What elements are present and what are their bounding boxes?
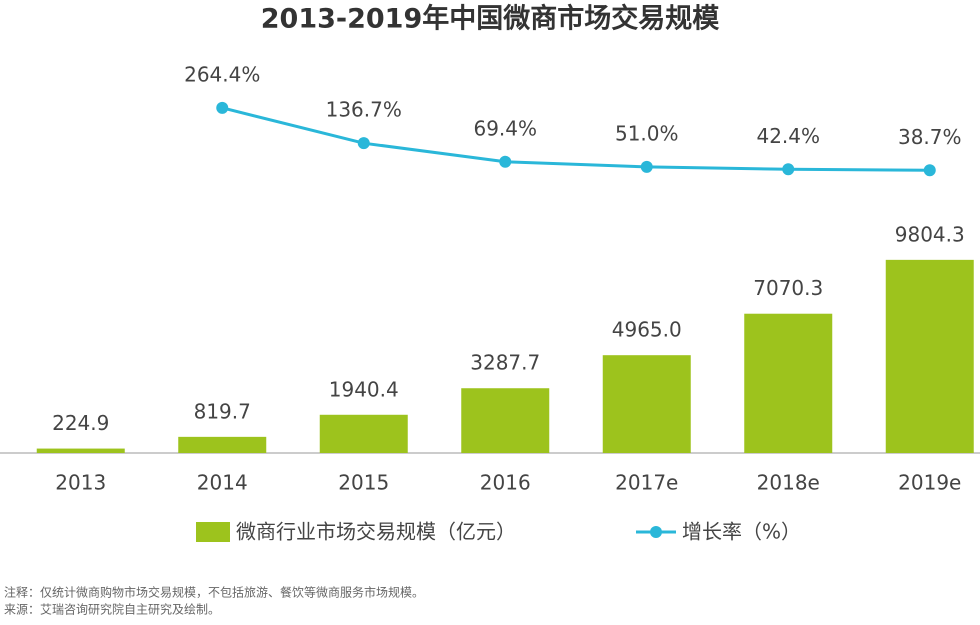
data-label: 136.7% [326, 98, 402, 122]
x-tick-label: 2014 [197, 471, 248, 495]
data-label: 1940.4 [329, 377, 399, 401]
line [221, 106, 930, 172]
bar [461, 388, 550, 453]
bar [178, 436, 267, 453]
legend-swatch [650, 526, 662, 538]
data-label: 51.0% [615, 121, 679, 145]
x-tick-label: 2015 [338, 471, 389, 495]
x-tick-label: 2017e [615, 471, 678, 495]
x-tick-label: 2019e [898, 471, 961, 495]
x-tick-label: 2018e [757, 471, 820, 495]
chart-title: 2013-2019年中国微商市场交易规模 [261, 3, 720, 35]
bar [36, 448, 125, 453]
data-label: 3287.7 [470, 351, 540, 375]
line-point [640, 160, 653, 173]
line-point [782, 163, 795, 176]
footnote: 注释：仅统计微商购物市场交易规模，不包括旅游、餐饮等微商服务市场规模。 [4, 585, 424, 600]
data-label: 4965.0 [612, 318, 682, 342]
line-point [499, 155, 512, 168]
legend-label: 微商行业市场交易规模（亿元） [236, 520, 516, 544]
data-label: 9804.3 [895, 222, 965, 246]
bar [319, 414, 408, 453]
data-label: 224.9 [52, 411, 109, 435]
line-point [357, 137, 370, 150]
line-point [216, 101, 229, 114]
legend-label: 增长率（%） [682, 520, 801, 544]
data-label: 69.4% [473, 116, 537, 140]
line-point [923, 164, 936, 177]
x-tick-label: 2013 [55, 471, 106, 495]
x-tick-label: 2016 [480, 471, 531, 495]
bar [602, 355, 691, 453]
bar [885, 259, 974, 453]
data-label: 819.7 [194, 399, 251, 423]
data-label: 38.7% [898, 125, 962, 149]
bar [744, 313, 833, 453]
data-label: 7070.3 [753, 276, 823, 300]
data-label: 264.4% [184, 62, 260, 86]
legend-swatch [196, 522, 230, 542]
data-label: 42.4% [756, 124, 820, 148]
footnote: 来源：艾瑞咨询研究院自主研究及绘制。 [4, 602, 220, 617]
